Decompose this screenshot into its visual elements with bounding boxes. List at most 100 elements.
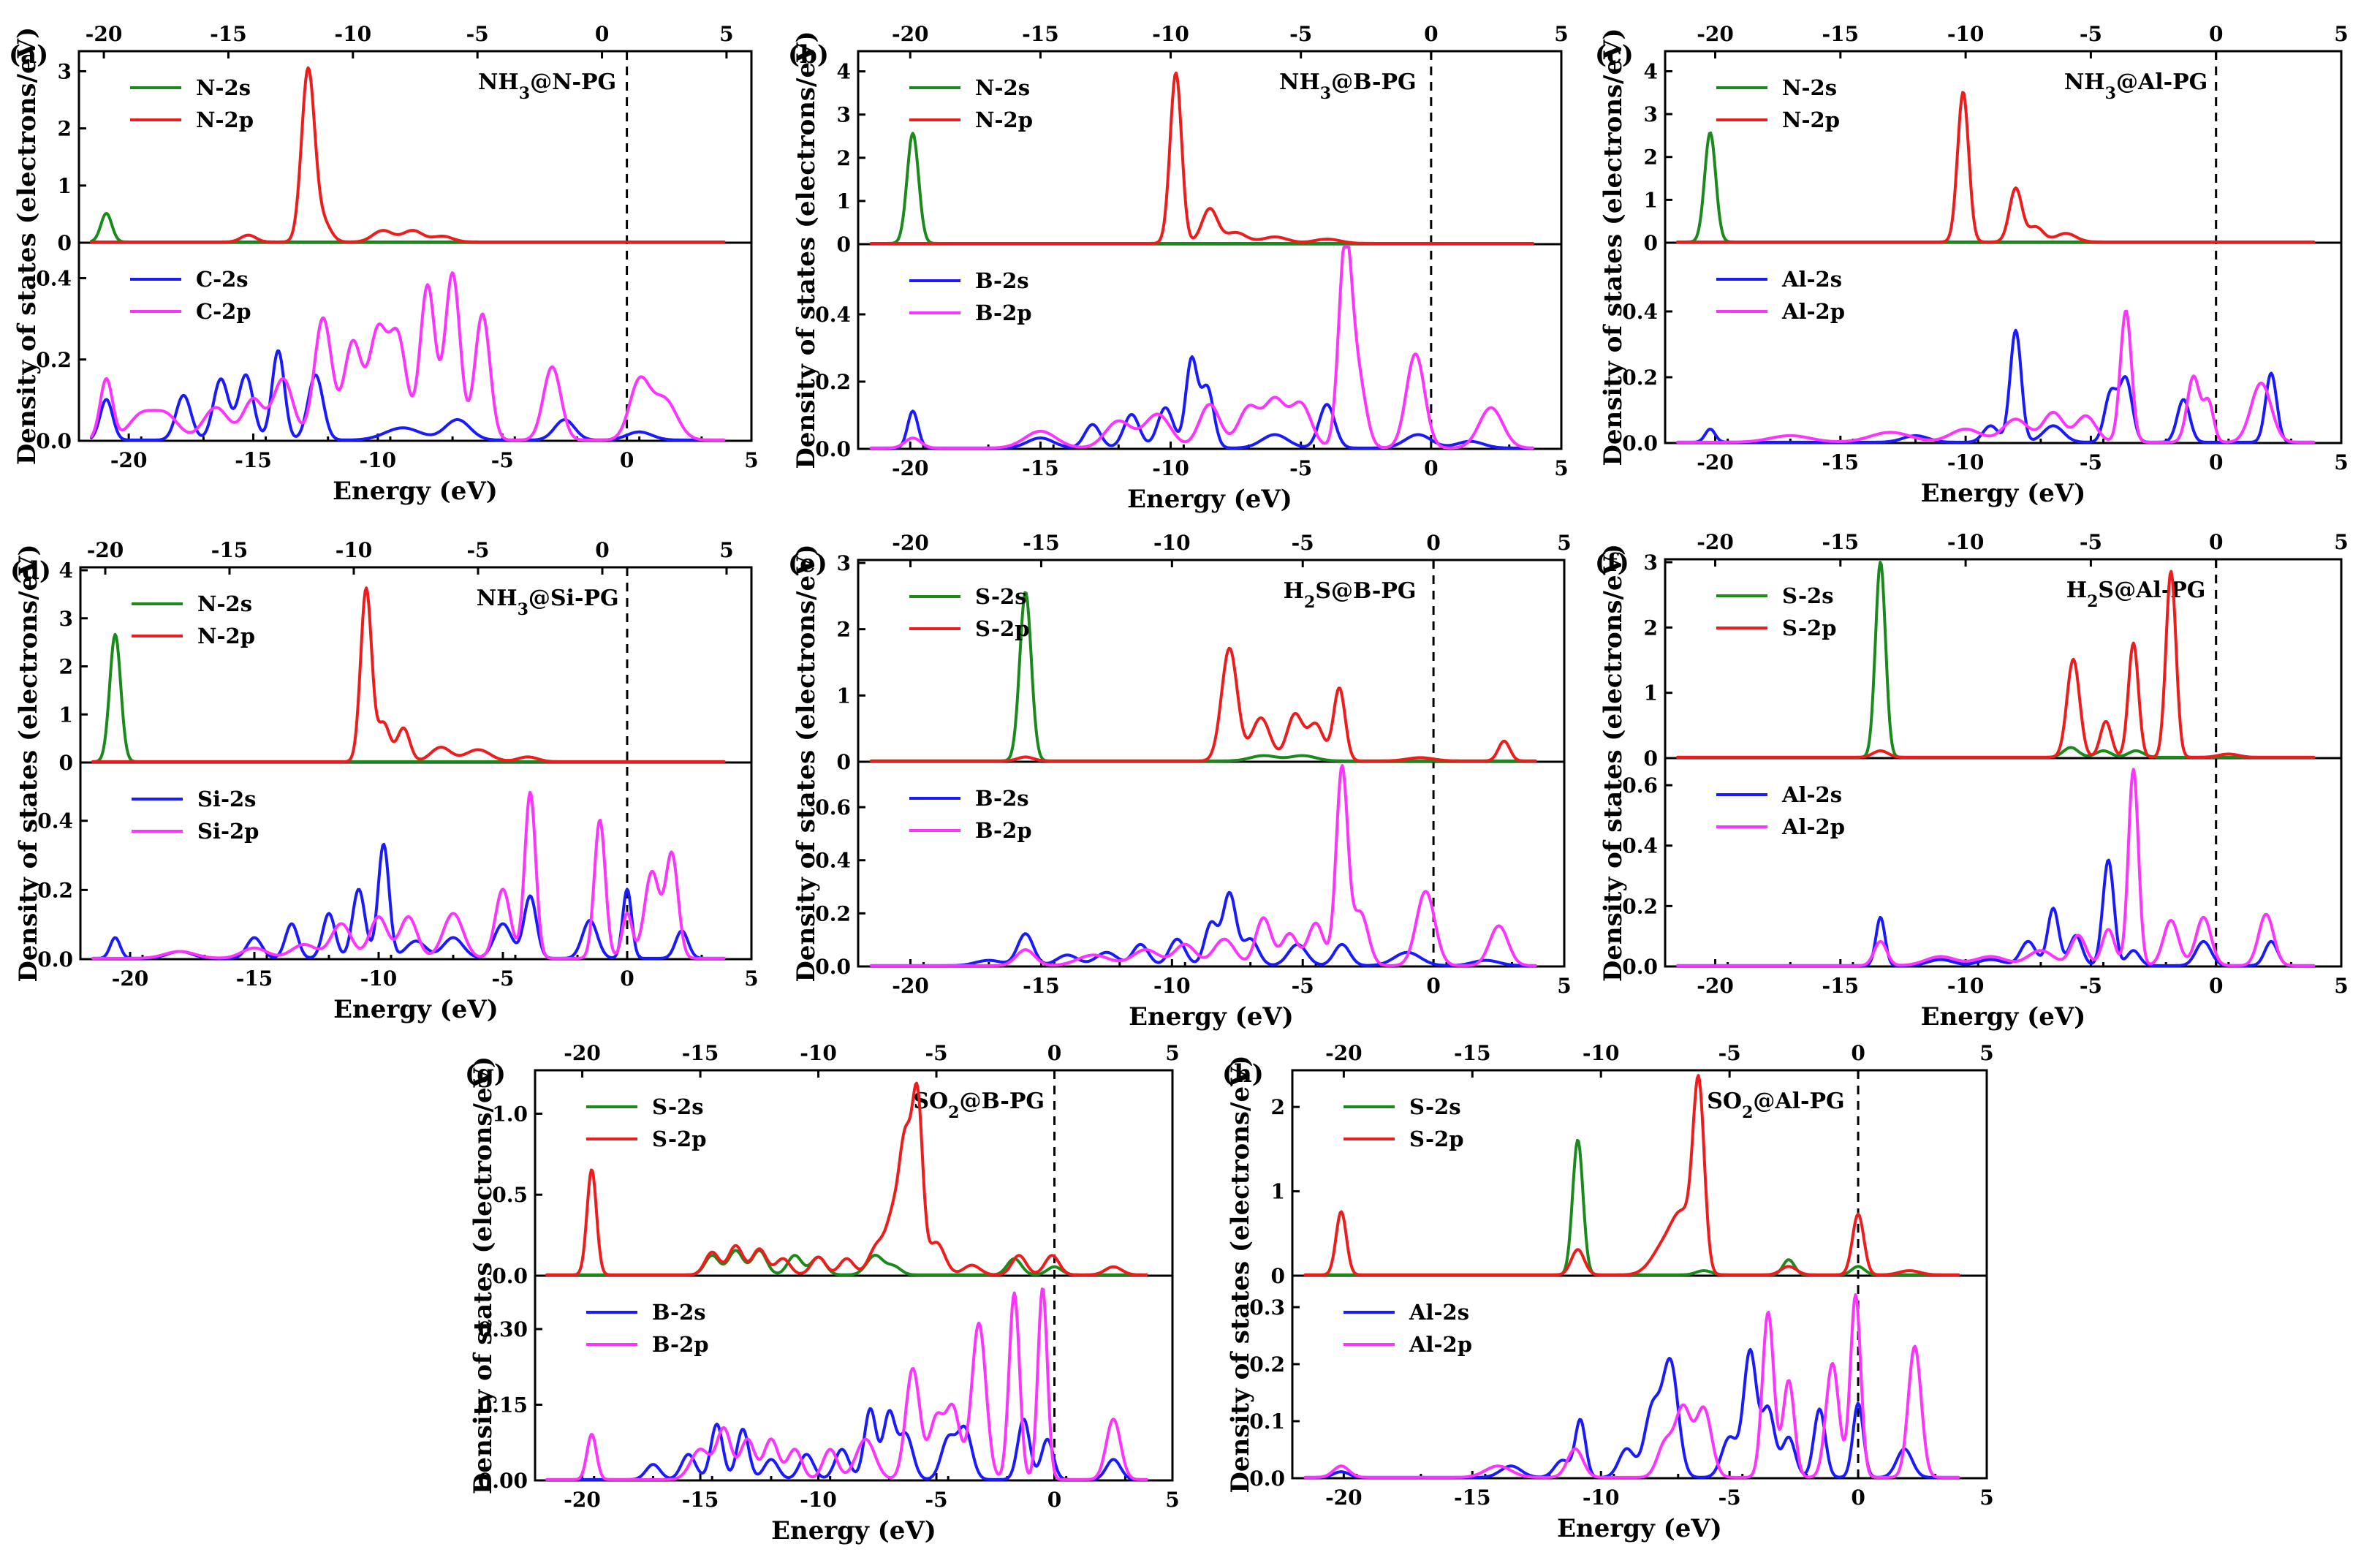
- panel-label: (g): [465, 1059, 506, 1089]
- x-axis-title: Energy (eV): [333, 477, 498, 506]
- x-axis-title: Energy (eV): [333, 995, 499, 1024]
- y-tick-label: 0.2: [1622, 366, 1658, 390]
- top-x-tick-label: 0: [2209, 530, 2223, 554]
- top-x-tick-label: -5: [2080, 22, 2102, 46]
- dos-panel-e: -20 -15 -10 -5 0 5 -20 -15 -10 -5 0 5 Energy (eV) Den…: [788, 531, 1572, 1032]
- series-line-Al-2p: [1676, 309, 2316, 444]
- series-line-Al-2s: [1676, 328, 2316, 444]
- series-line-N-2s: [869, 132, 1534, 245]
- x-tick-label: -5: [1289, 456, 1312, 480]
- plot-frame: [857, 559, 1566, 968]
- y-tick-label: 2: [1644, 616, 1658, 640]
- y-tick-label: 0.0: [492, 1264, 528, 1288]
- top-x-tick-label: 5: [2334, 22, 2348, 46]
- y-tick-label: 0.4: [1622, 834, 1658, 858]
- top-x-tick-label: -20: [86, 22, 123, 46]
- system-label: SO2@Al-PG: [1707, 1089, 1844, 1122]
- x-tick-label: -15: [1822, 450, 1860, 474]
- x-tick-label: -15: [1822, 974, 1860, 998]
- y-tick-label: 0.0: [36, 429, 72, 453]
- y-tick-label: 1: [1271, 1180, 1285, 1204]
- top-x-tick-label: 0: [1424, 22, 1438, 46]
- y-tick-label: 0.0: [815, 437, 851, 461]
- top-x-tick-label: 5: [2334, 530, 2348, 554]
- system-label: NH3@Si-PG: [477, 586, 619, 619]
- y-tick-label: 0.4: [815, 303, 851, 327]
- y-tick-label: 3: [1644, 102, 1658, 126]
- dos-panel-f: -20 -15 -10 -5 0 5 -20 -15 -10 -5 0 5 Energy (eV) Den…: [1595, 530, 2349, 1032]
- legend-label-S-2p: S-2p: [652, 1127, 707, 1151]
- y-tick-label: 0.2: [815, 370, 851, 394]
- y-tick-label: 0.2: [1249, 1352, 1285, 1377]
- series-line-B-2s: [869, 890, 1537, 967]
- series-line-S-2s: [869, 591, 1537, 762]
- y-tick-label: 1: [58, 174, 72, 198]
- x-tick-label: 0: [2209, 450, 2223, 474]
- y-tick-label: 0: [1271, 1264, 1285, 1288]
- x-tick-label: -20: [564, 1488, 601, 1512]
- y-tick-label: 0: [837, 750, 851, 774]
- top-x-tick-label: -5: [2080, 530, 2102, 554]
- x-tick-label: 0: [2209, 974, 2223, 998]
- y-tick-label: 0.0: [37, 947, 73, 972]
- top-x-tick-label: -15: [1822, 530, 1860, 554]
- legend-label-Si-2p: Si-2p: [197, 819, 259, 844]
- y-tick-label: 0.4: [815, 849, 851, 873]
- legend-label-S-2p: S-2p: [1782, 616, 1837, 640]
- panel-label: (e): [788, 549, 827, 578]
- x-tick-label: -15: [1454, 1486, 1491, 1510]
- dos-panel-a: -20 -15 -10 -5 0 5 -20 -15 -10 -5 0 5 Energy (eV) Den…: [9, 22, 759, 506]
- x-tick-label: -10: [360, 448, 397, 472]
- x-tick-label: -5: [1718, 1486, 1741, 1510]
- panel-label: (d): [10, 556, 51, 586]
- y-axis-title: Density of states (electrons/eV): [469, 1056, 498, 1494]
- legend-label-C-2s: C-2s: [196, 267, 249, 292]
- y-axis-title: Density of states (electrons/eV): [1599, 28, 1628, 466]
- y-axis-title: Density of states (electrons/eV): [792, 544, 821, 982]
- legend-label-N-2p: N-2p: [197, 624, 255, 648]
- top-x-tick-label: -20: [87, 538, 124, 562]
- series-line-N-2s: [1676, 131, 2316, 243]
- y-tick-label: 3: [1644, 550, 1658, 575]
- legend-label-S-2p: S-2p: [975, 616, 1030, 641]
- y-tick-label: 0.15: [478, 1393, 528, 1418]
- x-tick-label: 0: [1047, 1488, 1061, 1512]
- legend-label-B-2p: B-2p: [652, 1332, 709, 1357]
- legend-label-Al-2p: Al-2p: [1409, 1332, 1472, 1357]
- x-axis-title: Energy (eV): [1921, 1002, 2086, 1032]
- panel-label: (h): [1222, 1059, 1264, 1089]
- legend-label-N-2s: N-2s: [196, 75, 251, 100]
- y-tick-label: 1.0: [492, 1102, 528, 1126]
- top-x-tick-label: 5: [1165, 1041, 1179, 1065]
- y-tick-label: 0.0: [815, 955, 851, 979]
- y-tick-label: 0.1: [1249, 1409, 1285, 1434]
- plot-frame: [77, 50, 753, 442]
- legend-label-N-2s: N-2s: [197, 591, 252, 616]
- x-tick-label: -15: [682, 1488, 719, 1512]
- top-x-tick-label: 0: [1851, 1041, 1865, 1065]
- dos-panel-h: -20 -15 -10 -5 0 5 -20 -15 -10 -5 0 5 Energy (eV) Den…: [1222, 1041, 1994, 1543]
- y-tick-label: 4: [1644, 59, 1658, 83]
- y-tick-label: 0.4: [1622, 300, 1658, 324]
- x-tick-label: -15: [1023, 974, 1060, 998]
- panel-label: (c): [1595, 40, 1634, 69]
- top-x-tick-label: -10: [336, 538, 373, 562]
- top-x-tick-label: -5: [925, 1041, 947, 1065]
- top-x-tick-label: 0: [595, 538, 609, 562]
- legend-label-B-2s: B-2s: [652, 1300, 706, 1325]
- series-line-N-2s: [91, 632, 726, 763]
- top-x-tick-label: -5: [1289, 22, 1312, 46]
- x-axis-title: Energy (eV): [1921, 479, 2086, 508]
- y-axis-title: Density of states (electrons/eV): [1226, 1055, 1255, 1493]
- y-tick-label: 3: [837, 103, 851, 127]
- series-line-B-2p: [869, 246, 1534, 450]
- x-tick-label: -5: [925, 1488, 947, 1512]
- top-x-tick-label: -15: [1022, 22, 1059, 46]
- legend-label-Al-2s: Al-2s: [1409, 1300, 1469, 1325]
- x-tick-label: 0: [1424, 456, 1438, 480]
- panel-label: (f): [1595, 548, 1629, 578]
- x-tick-label: -20: [110, 448, 148, 472]
- series-line-N-2p: [90, 66, 726, 243]
- top-x-tick-label: 5: [1557, 531, 1571, 555]
